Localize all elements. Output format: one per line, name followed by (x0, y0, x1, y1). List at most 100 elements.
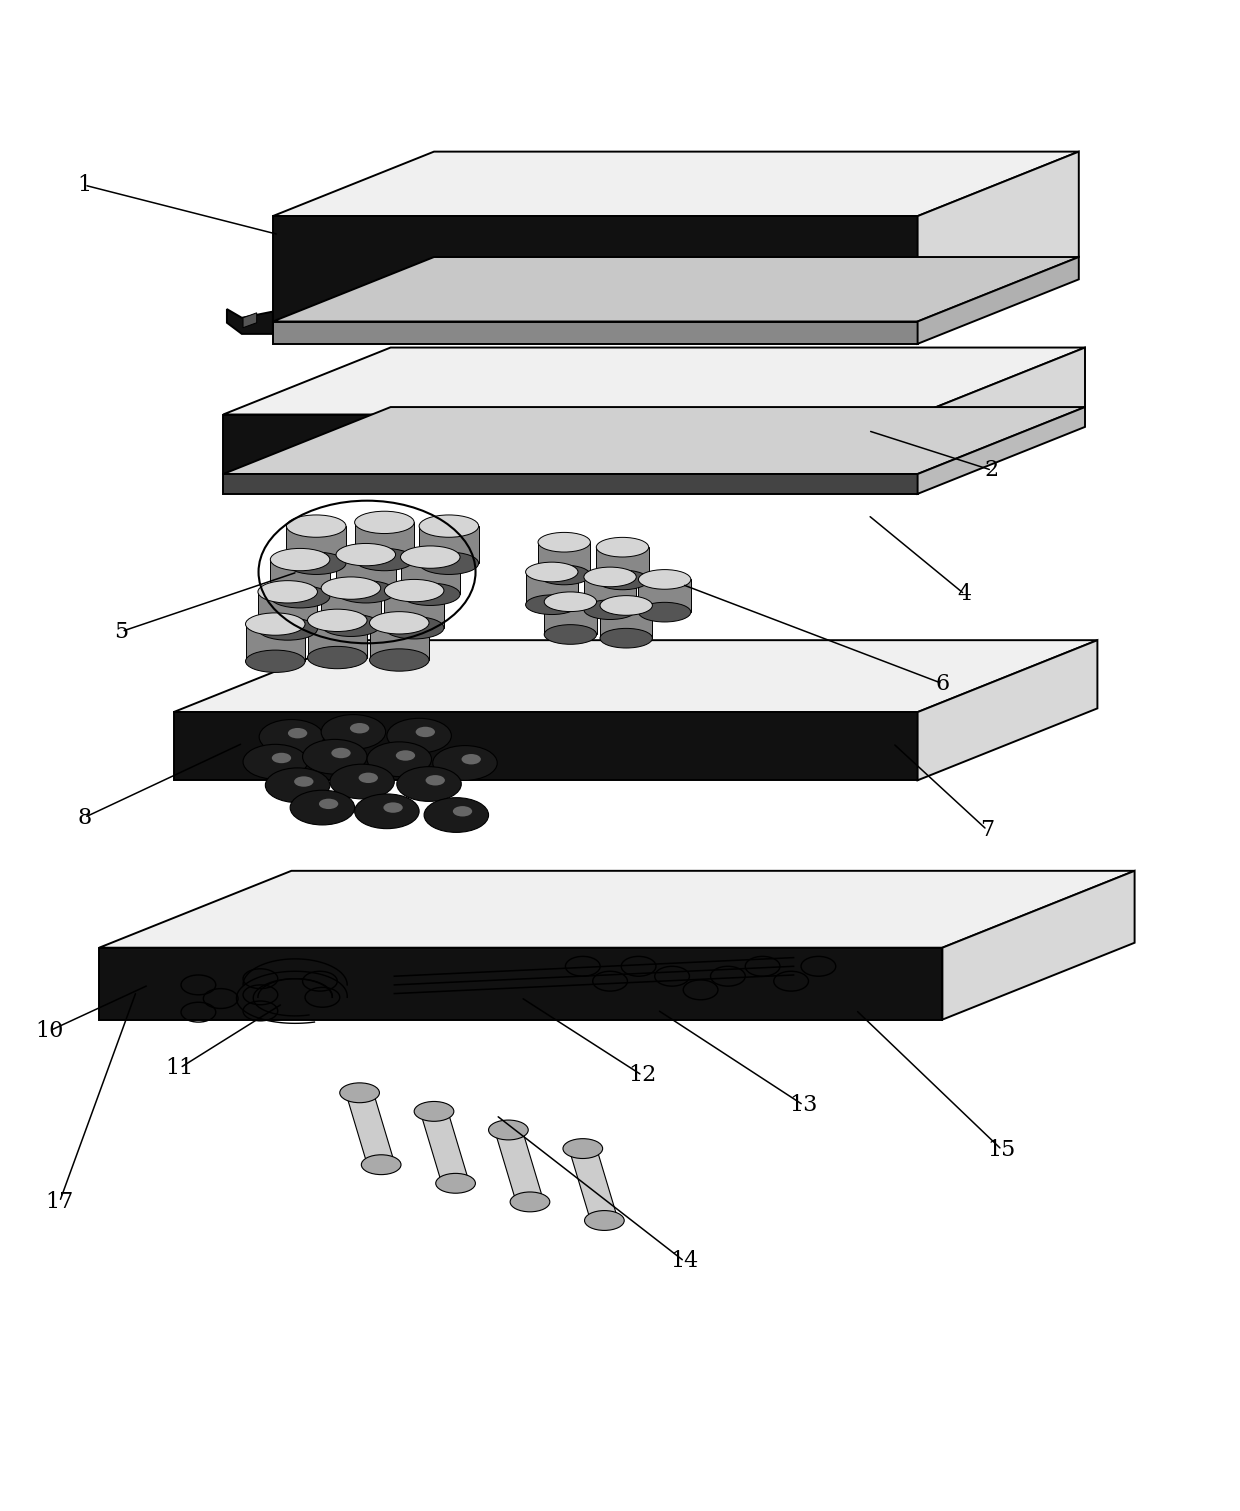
Ellipse shape (600, 595, 652, 615)
Polygon shape (174, 641, 1097, 712)
Polygon shape (270, 559, 330, 597)
Text: 14: 14 (671, 1251, 698, 1272)
Polygon shape (174, 712, 918, 780)
Ellipse shape (308, 647, 367, 669)
Text: 2: 2 (985, 459, 999, 482)
Ellipse shape (265, 768, 330, 802)
Ellipse shape (319, 799, 339, 808)
Polygon shape (258, 592, 317, 629)
Ellipse shape (270, 548, 330, 571)
Ellipse shape (415, 727, 435, 737)
Polygon shape (273, 151, 1079, 216)
Ellipse shape (544, 592, 596, 612)
Ellipse shape (330, 765, 394, 799)
Polygon shape (419, 526, 479, 564)
Ellipse shape (358, 772, 378, 783)
Polygon shape (600, 606, 652, 638)
Ellipse shape (538, 532, 590, 552)
Ellipse shape (387, 718, 451, 752)
Ellipse shape (308, 609, 367, 632)
Ellipse shape (336, 544, 396, 565)
Polygon shape (336, 555, 396, 592)
Ellipse shape (258, 618, 317, 641)
Ellipse shape (340, 1083, 379, 1103)
Ellipse shape (435, 1174, 475, 1194)
Ellipse shape (286, 552, 346, 574)
Ellipse shape (270, 586, 330, 607)
Ellipse shape (321, 577, 381, 600)
Polygon shape (918, 348, 1085, 474)
Polygon shape (526, 573, 578, 604)
Ellipse shape (401, 583, 460, 606)
Polygon shape (243, 313, 257, 328)
Polygon shape (401, 558, 460, 594)
Ellipse shape (370, 612, 429, 635)
Ellipse shape (243, 745, 308, 780)
Ellipse shape (286, 515, 346, 538)
Polygon shape (346, 1092, 396, 1165)
Ellipse shape (424, 798, 489, 833)
Ellipse shape (584, 1210, 624, 1230)
Ellipse shape (433, 745, 497, 780)
Ellipse shape (321, 613, 381, 636)
Ellipse shape (321, 715, 386, 749)
Polygon shape (223, 348, 1085, 414)
Ellipse shape (639, 570, 691, 589)
Ellipse shape (396, 751, 415, 760)
Polygon shape (544, 601, 596, 635)
Ellipse shape (290, 790, 355, 825)
Text: 13: 13 (790, 1094, 817, 1117)
Ellipse shape (596, 570, 649, 589)
Ellipse shape (401, 545, 460, 568)
Text: 8: 8 (77, 807, 92, 828)
Text: 17: 17 (46, 1191, 73, 1213)
Text: 7: 7 (980, 819, 994, 842)
Polygon shape (384, 591, 444, 627)
Text: 1: 1 (77, 174, 92, 196)
Ellipse shape (600, 629, 652, 648)
Ellipse shape (414, 1102, 454, 1121)
Polygon shape (370, 623, 429, 660)
Text: 6: 6 (935, 672, 950, 695)
Ellipse shape (246, 650, 305, 672)
Polygon shape (273, 322, 918, 345)
Polygon shape (639, 579, 691, 612)
Ellipse shape (350, 722, 370, 733)
Polygon shape (223, 474, 918, 494)
Text: 11: 11 (166, 1058, 193, 1079)
Ellipse shape (370, 648, 429, 671)
Polygon shape (918, 641, 1097, 780)
Polygon shape (420, 1112, 470, 1183)
Ellipse shape (361, 1154, 401, 1174)
Ellipse shape (453, 805, 472, 816)
Polygon shape (223, 414, 918, 474)
Ellipse shape (246, 613, 305, 635)
Ellipse shape (384, 579, 444, 601)
Polygon shape (223, 406, 1085, 474)
Polygon shape (596, 547, 649, 580)
Polygon shape (942, 870, 1135, 1020)
Ellipse shape (397, 766, 461, 801)
Polygon shape (99, 947, 942, 1020)
Ellipse shape (294, 777, 314, 787)
Ellipse shape (419, 552, 479, 574)
Ellipse shape (383, 802, 403, 813)
Polygon shape (918, 151, 1079, 322)
Ellipse shape (384, 616, 444, 639)
Polygon shape (99, 870, 1135, 947)
Text: 15: 15 (988, 1139, 1016, 1160)
Ellipse shape (544, 624, 596, 644)
Ellipse shape (584, 600, 636, 620)
Ellipse shape (258, 580, 317, 603)
Ellipse shape (596, 538, 649, 558)
Ellipse shape (639, 603, 691, 623)
Polygon shape (584, 577, 636, 609)
Ellipse shape (288, 728, 308, 739)
Polygon shape (286, 526, 346, 564)
Ellipse shape (526, 595, 578, 615)
Polygon shape (246, 624, 305, 662)
Text: 4: 4 (957, 583, 972, 606)
Polygon shape (918, 406, 1085, 494)
Polygon shape (227, 310, 273, 334)
Ellipse shape (489, 1120, 528, 1139)
